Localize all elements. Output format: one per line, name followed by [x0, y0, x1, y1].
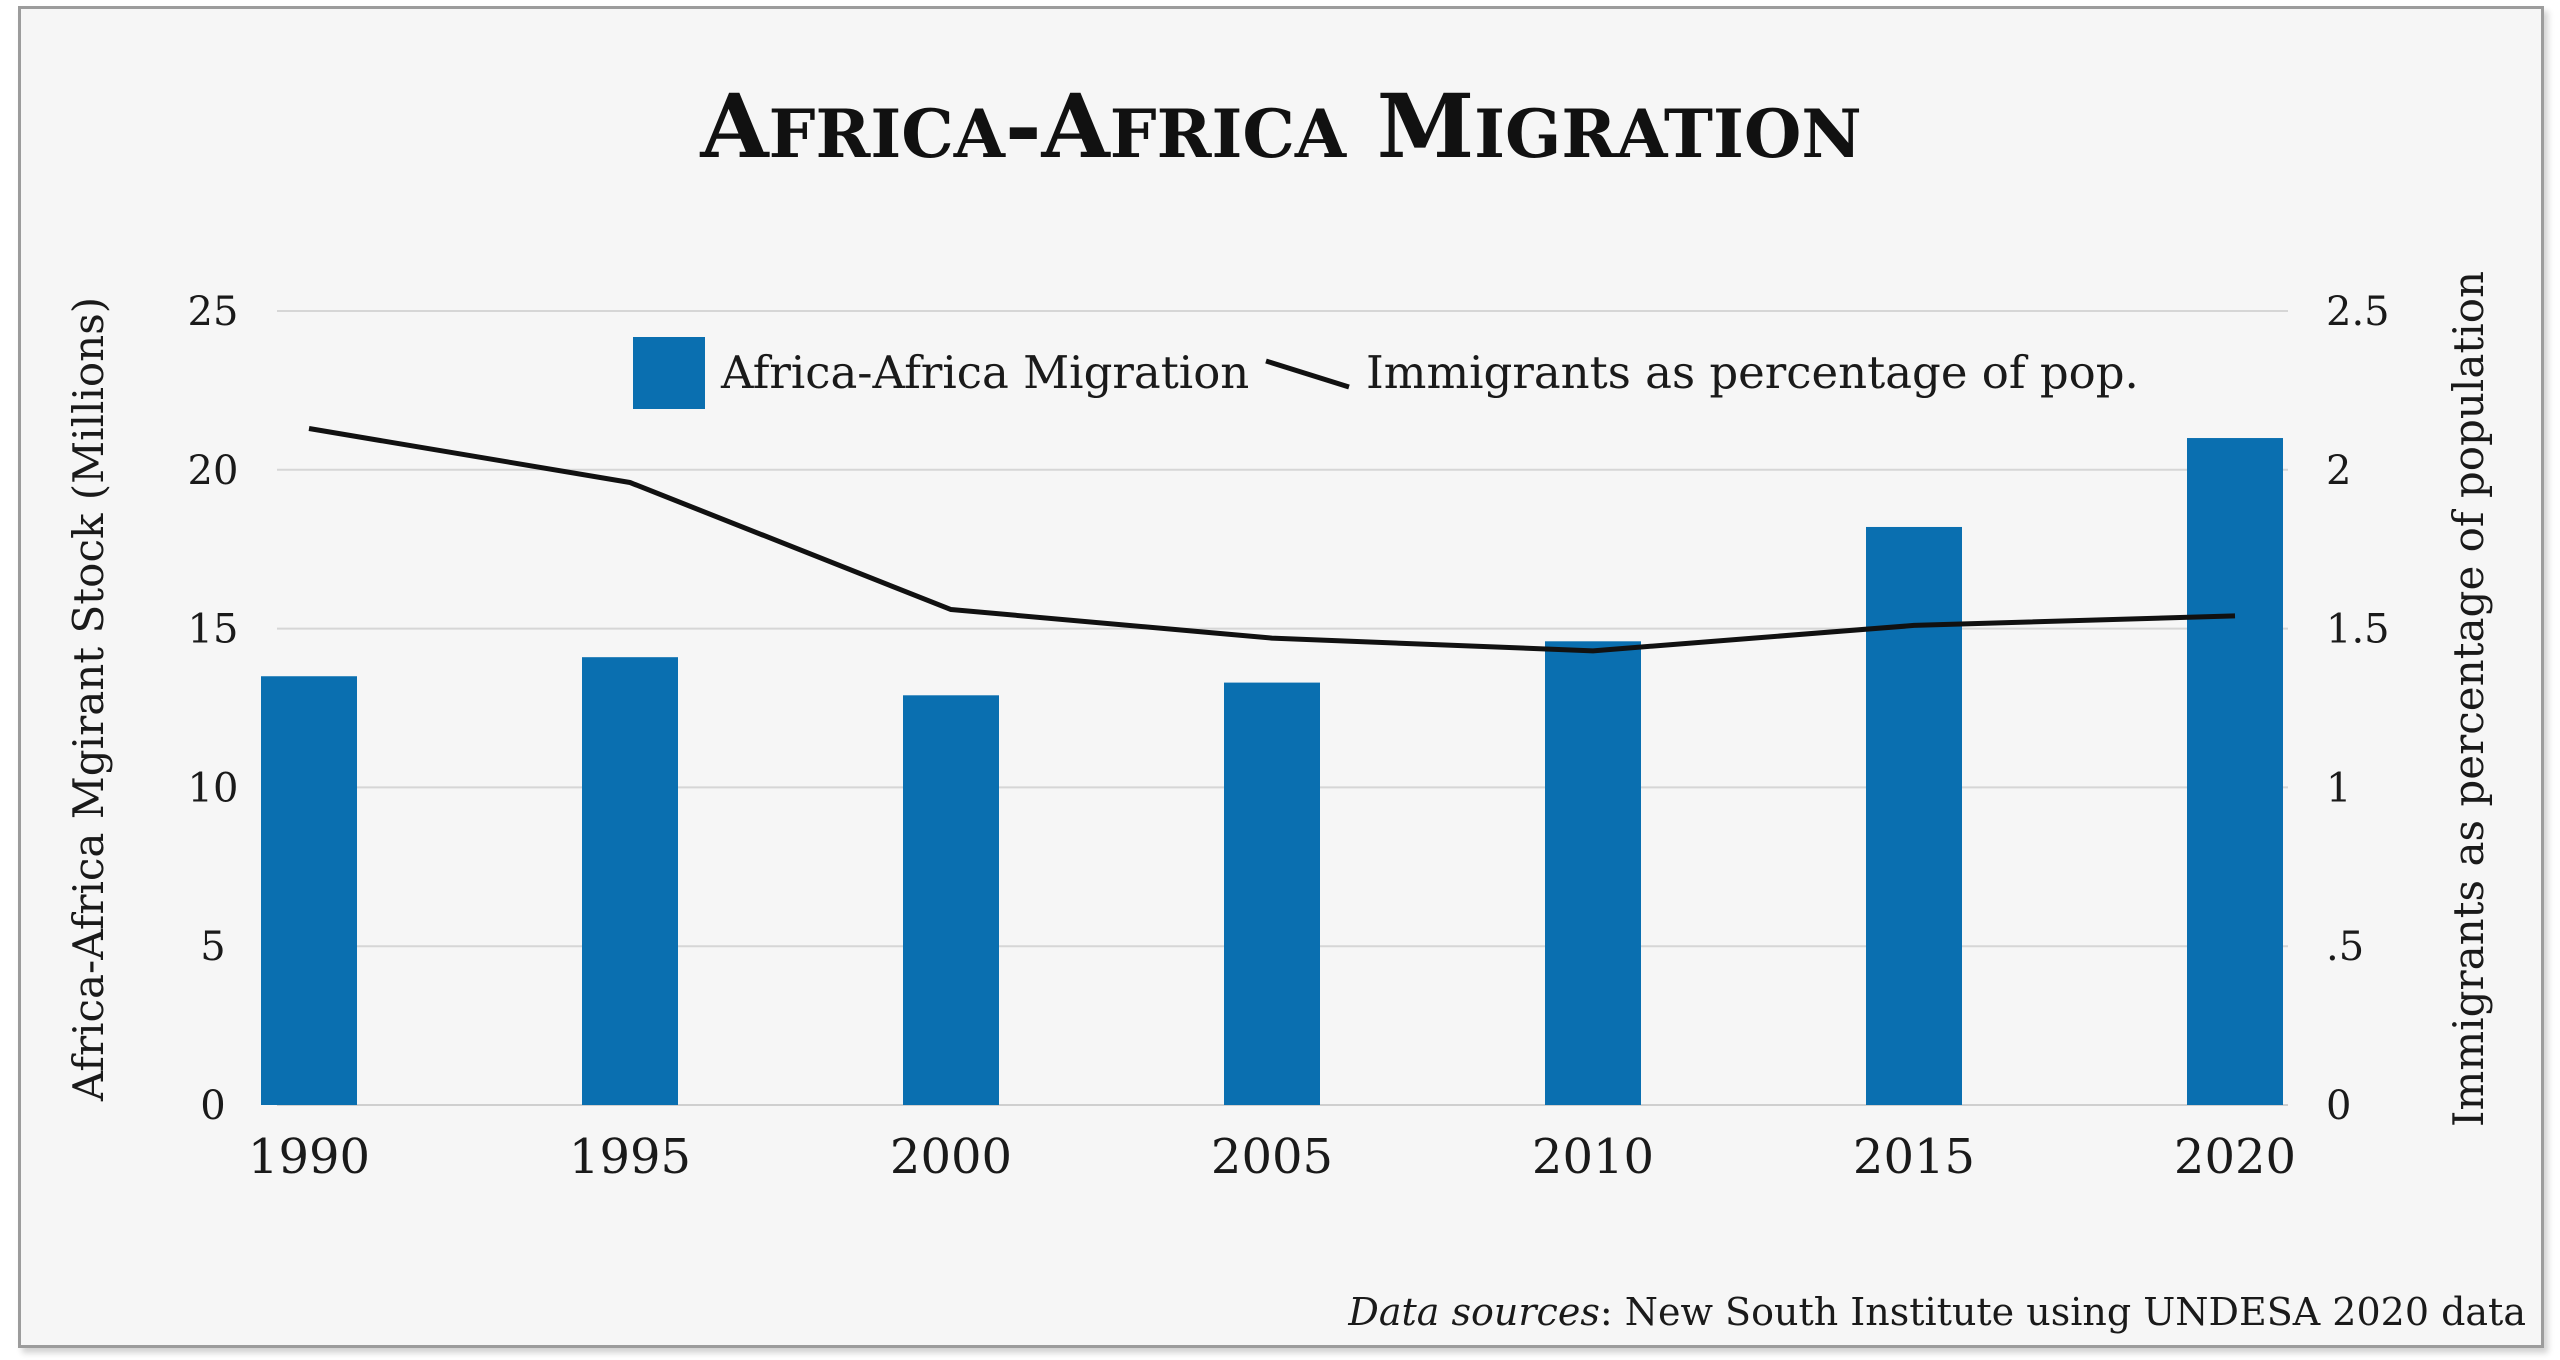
bar-2005 [1224, 682, 1320, 1105]
data-source-label: Data sources [1347, 1290, 1599, 1334]
legend: Africa-Africa Migration Immigrants as pe… [633, 337, 2139, 409]
bar-1995 [582, 657, 678, 1105]
left-tick-label: 0 [200, 1083, 225, 1129]
right-tick-label: 1.5 [2326, 607, 2390, 653]
x-tick-label: 2010 [1532, 1129, 1654, 1185]
data-source-text: : New South Institute using UNDESA 2020 … [1600, 1290, 2526, 1334]
bar-2000 [903, 695, 999, 1105]
right-tick-label: 2 [2326, 448, 2351, 494]
right-tick-label: 2.5 [2326, 289, 2390, 335]
right-axis-label: Immigrants as percentage of population [2444, 271, 2493, 1127]
bar-2010 [1545, 641, 1641, 1105]
data-source-note: Data sources: New South Institute using … [1347, 1290, 2526, 1334]
bar-1990 [261, 676, 357, 1105]
chart-canvas: AFRICA-AFRICA MIGRATION 0 5 10 15 20 25 0 .5 1 1… [64, 74, 2526, 1334]
x-tick-label: 1995 [569, 1129, 691, 1185]
bar-2015 [1866, 526, 1962, 1105]
chart-frame: AFRICA-AFRICA MIGRATION 0 5 10 15 20 25 0 .5 1 1… [18, 6, 2544, 1348]
legend-line-label: Immigrants as percentage of pop. [1366, 346, 2139, 399]
x-tick-label: 2020 [2174, 1129, 2296, 1185]
left-tick-label: 5 [200, 924, 225, 970]
x-tick-label: 2005 [1211, 1129, 1333, 1185]
x-tick-label: 2000 [890, 1129, 1012, 1185]
right-tick-label: 1 [2326, 765, 2351, 811]
right-axis-ticks: 0 .5 1 1.5 2 2.5 [2326, 289, 2390, 1129]
left-tick-label: 25 [188, 289, 239, 335]
x-tick-label: 1990 [248, 1129, 370, 1185]
line-series [308, 426, 2236, 654]
x-axis-ticks: 1990 1995 2000 2005 2010 2015 2020 [248, 1129, 2296, 1185]
chart-title: AFRICA-AFRICA MIGRATION [699, 74, 1861, 178]
right-tick-label: .5 [2326, 924, 2364, 970]
bar-2020 [2187, 438, 2283, 1105]
legend-line-swatch [1265, 358, 1350, 390]
left-tick-label: 15 [188, 607, 239, 653]
left-tick-label: 10 [188, 765, 239, 811]
left-tick-label: 20 [188, 448, 239, 494]
x-tick-label: 2015 [1853, 1129, 1975, 1185]
legend-bar-swatch [633, 337, 705, 409]
left-axis-label: Africa-Africa Mgirant Stock (Millions) [64, 297, 113, 1102]
left-axis-ticks: 0 5 10 15 20 25 [188, 289, 239, 1129]
legend-bar-label: Africa-Africa Migration [720, 346, 1249, 399]
right-tick-label: 0 [2326, 1083, 2351, 1129]
bar-series [261, 438, 2283, 1105]
